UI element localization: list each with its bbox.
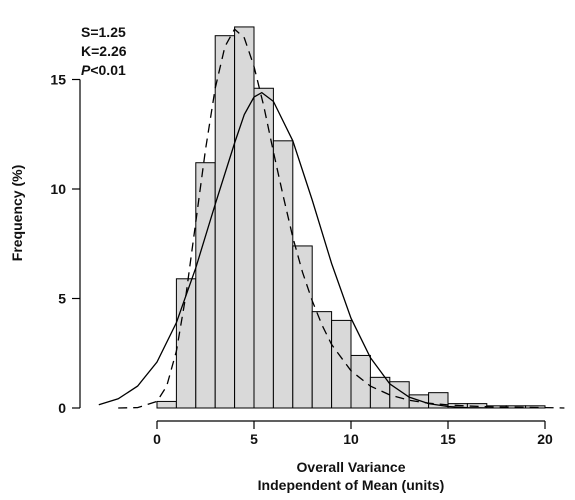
histogram-bar [311, 311, 333, 409]
dashed-density-curve [118, 28, 565, 409]
histogram-bar [272, 140, 294, 409]
curves-layer [98, 28, 565, 409]
y-tick-label: 0 [58, 400, 66, 416]
skewness-annotation: S=1.25 [81, 24, 126, 40]
p-value-annotation: P<0.01 [81, 62, 126, 78]
histogram-bar [214, 35, 236, 409]
histogram-bar [175, 278, 197, 409]
histogram-bar [408, 394, 430, 409]
x-tick-label: 0 [153, 431, 161, 447]
x-axis-title-line1: Overall Variance [297, 459, 406, 475]
histogram-bar [156, 400, 177, 409]
histogram-bar [253, 87, 274, 409]
p-value-symbol: P [81, 62, 91, 78]
x-tick-label: 5 [250, 431, 258, 447]
histogram-bar [331, 319, 352, 409]
y-tick-label: 15 [50, 72, 66, 88]
histogram-bar [234, 26, 255, 409]
y-axis-title: Frequency (%) [9, 165, 25, 261]
p-value-rest: <0.01 [90, 62, 126, 78]
kurtosis-annotation: K=2.26 [81, 43, 127, 59]
x-tick-label: 10 [343, 431, 359, 447]
y-tick-label: 5 [58, 291, 66, 307]
solid-normal-curve [98, 91, 487, 409]
x-tick-label: 15 [440, 431, 456, 447]
x-axis-title-line2: Independent of Mean (units) [258, 477, 445, 493]
histogram-bar [350, 354, 371, 409]
histogram-bar [369, 376, 391, 409]
axes-layer: 0 5 10 15 0 5 10 15 20 [50, 72, 553, 448]
bars-layer [156, 26, 546, 409]
x-tick-label: 20 [537, 431, 553, 447]
y-tick-label: 10 [50, 181, 66, 197]
